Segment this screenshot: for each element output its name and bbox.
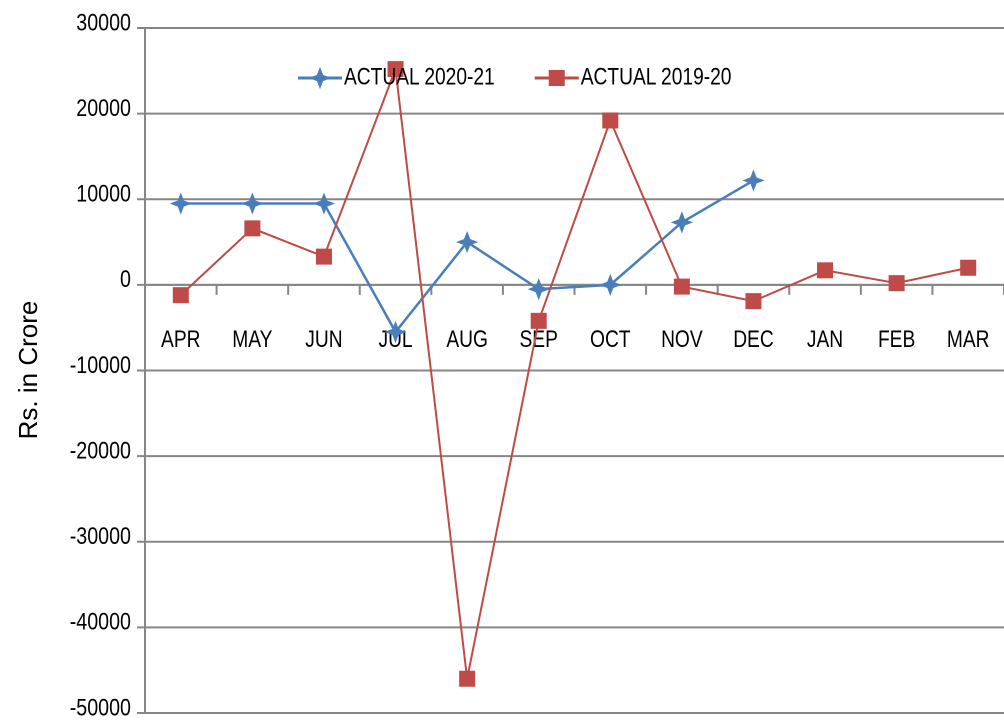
data-point [384, 320, 407, 344]
y-tick-label: 30000 [76, 8, 131, 35]
y-tick-label: 20000 [76, 94, 131, 121]
legend-label: ACTUAL 2020-21 [344, 62, 495, 90]
series-line [180, 179, 755, 335]
data-point [960, 259, 977, 276]
data-point [602, 112, 619, 129]
data-point [527, 278, 550, 301]
data-point [459, 670, 476, 687]
x-tick-label: JUN [305, 325, 342, 353]
data-point [530, 312, 547, 329]
data-point [817, 262, 834, 279]
y-tick-label: -50000 [70, 693, 131, 720]
series-line [180, 68, 969, 679]
data-point [172, 287, 189, 304]
y-tick-label: -10000 [70, 351, 131, 378]
data-point [742, 169, 765, 192]
y-tick-label: 0 [120, 265, 131, 292]
x-tick-label: MAY [232, 325, 273, 353]
x-tick-label: JAN [807, 325, 843, 353]
data-point [312, 192, 336, 215]
data-point [387, 61, 404, 78]
y-tick-label: 10000 [76, 180, 131, 207]
y-tick-label: -20000 [70, 437, 131, 464]
y-tick-label: -40000 [70, 608, 131, 635]
data-point [599, 273, 622, 296]
x-tick-label: MAR [947, 325, 990, 353]
x-tick-label: SEP [520, 325, 558, 353]
data-point [456, 230, 479, 254]
data-point [244, 220, 261, 237]
data-point [169, 192, 192, 215]
data-point [241, 192, 264, 215]
data-point [745, 293, 762, 310]
data-point [888, 275, 905, 292]
x-tick-label: AUG [446, 325, 488, 353]
x-tick-label: FEB [878, 325, 915, 353]
data-point [670, 211, 693, 234]
legend-label: ACTUAL 2019-20 [581, 62, 732, 90]
legend-marker [548, 70, 565, 86]
x-tick-label: NOV [661, 325, 703, 353]
y-tick-label: -30000 [70, 522, 131, 549]
data-point [315, 248, 332, 265]
x-tick-label: APR [161, 325, 200, 353]
data-point [673, 278, 690, 295]
x-tick-label: OCT [590, 325, 631, 353]
legend-marker [308, 66, 332, 90]
x-tick-label: DEC [733, 325, 774, 353]
y-axis-label: Rs. in Crore [13, 301, 43, 440]
